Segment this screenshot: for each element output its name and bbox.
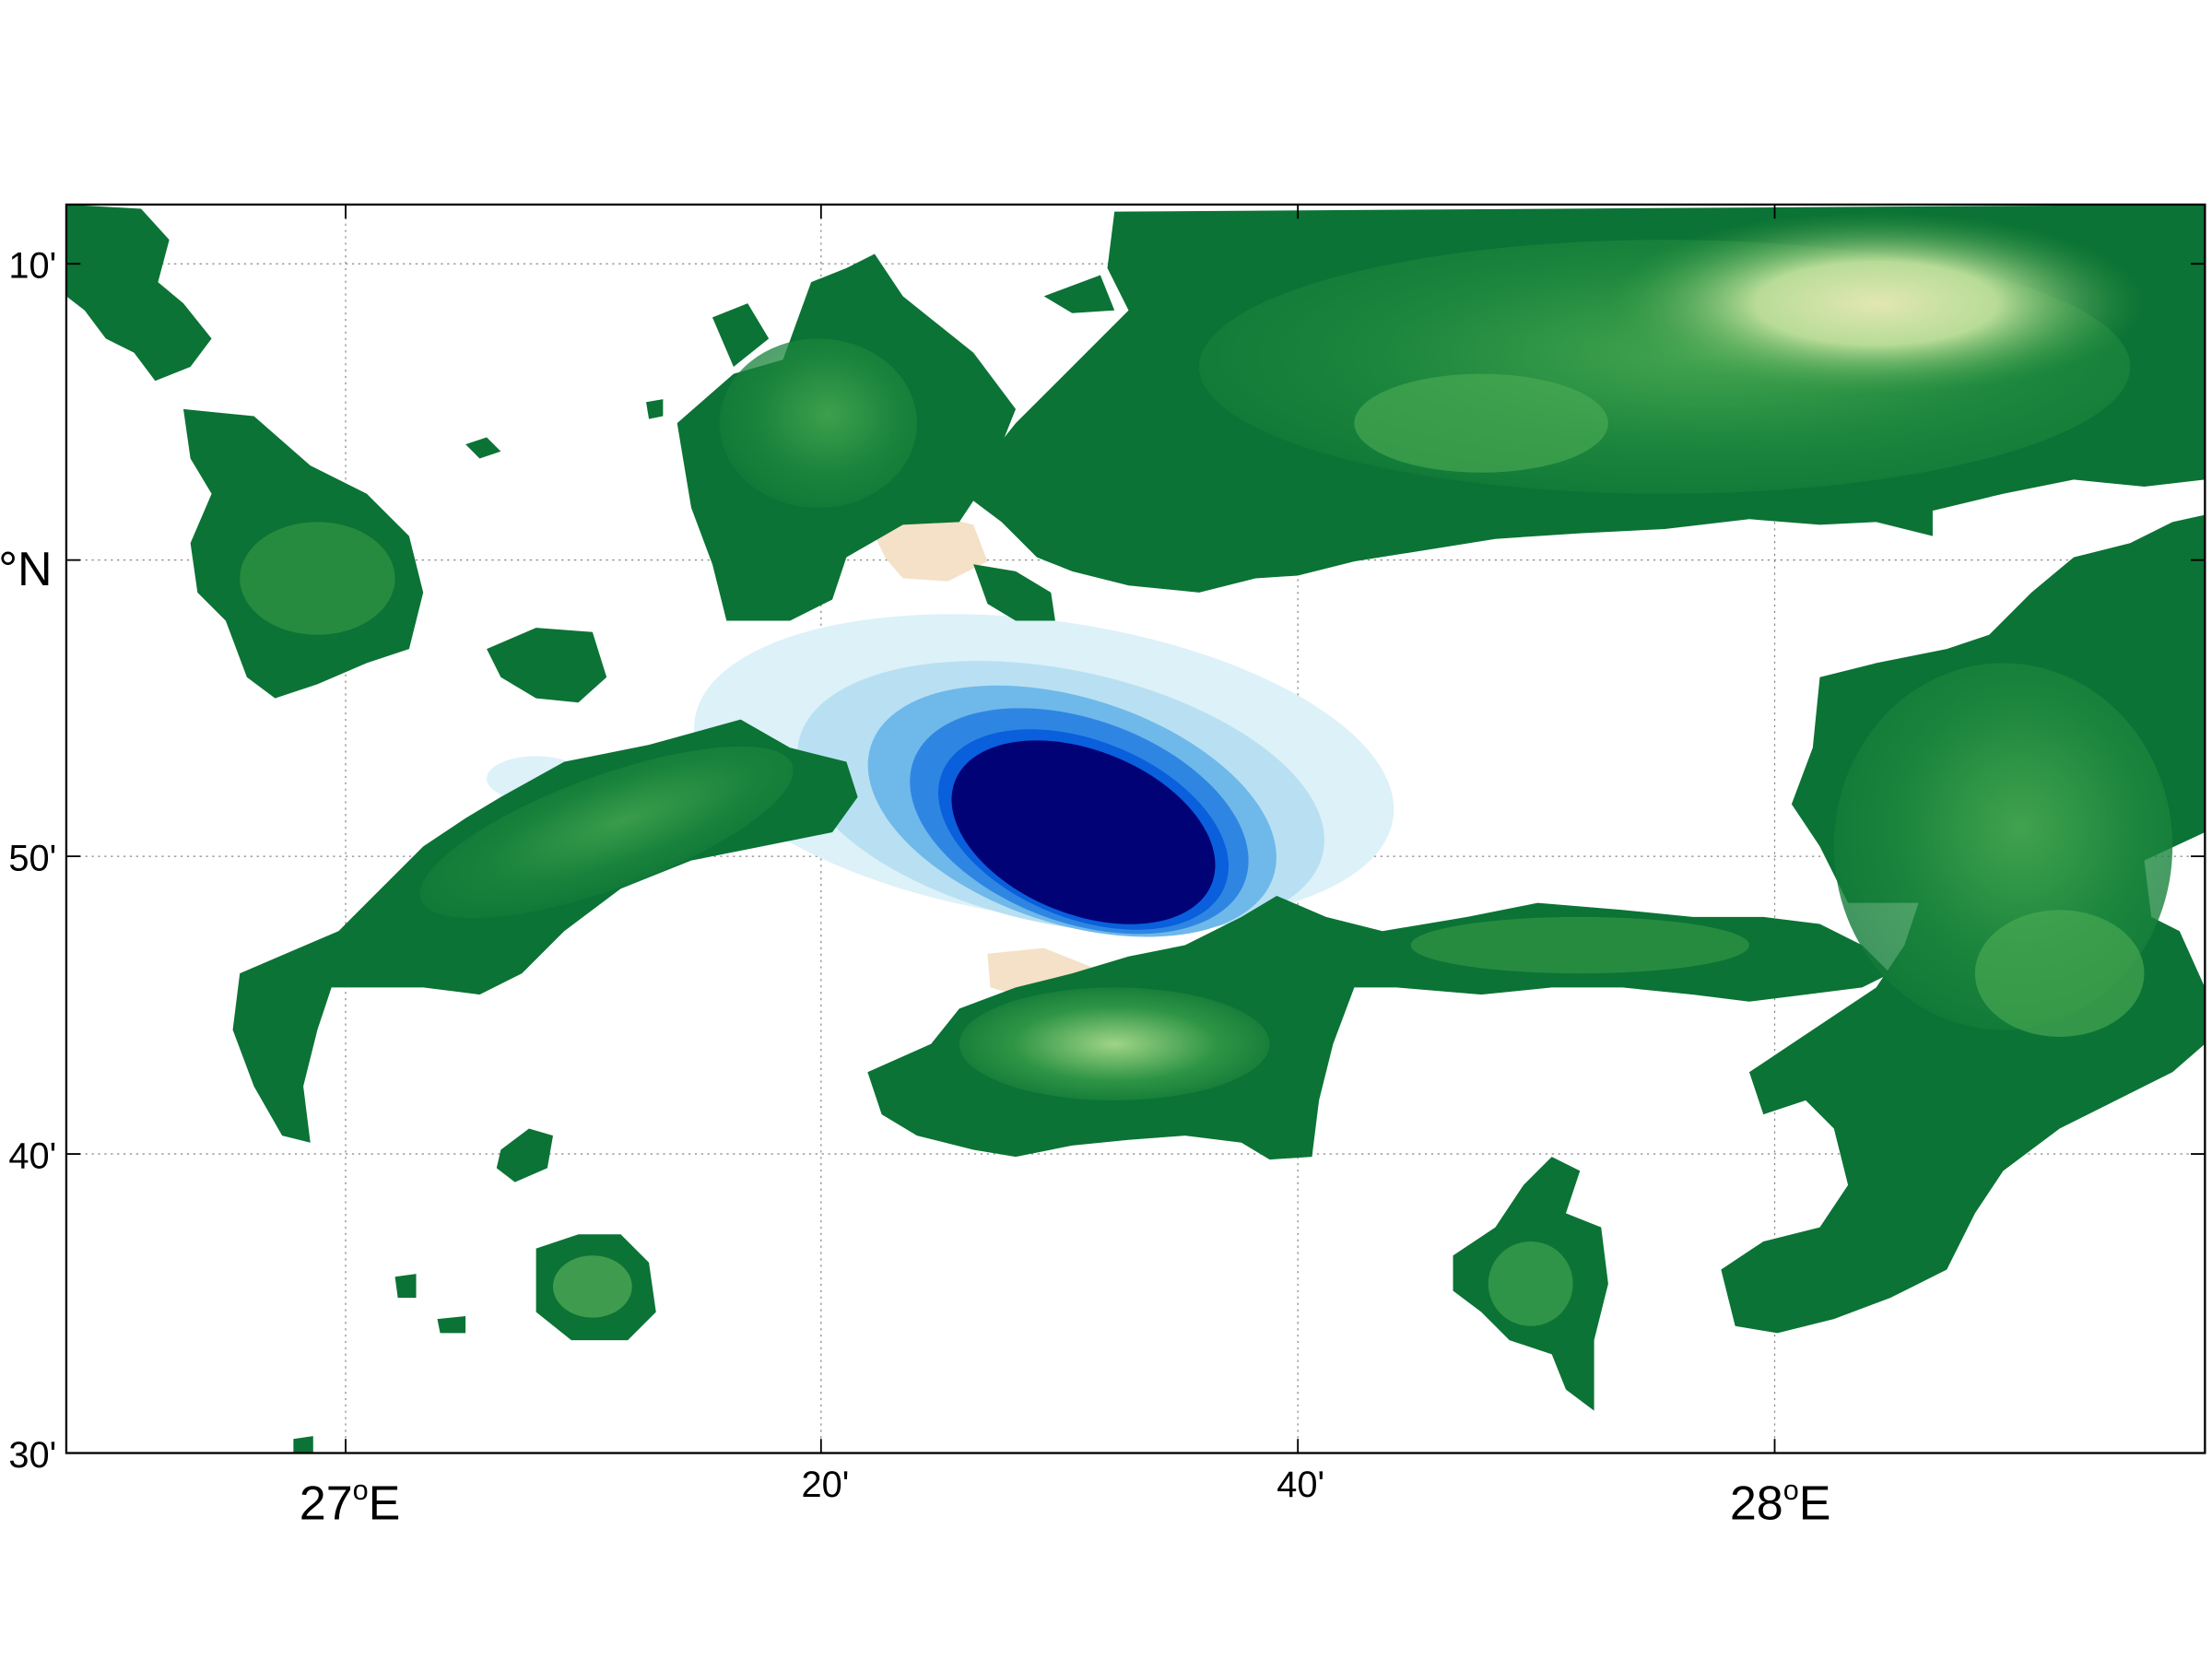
lon-label-40: 40': [1277, 1465, 1324, 1505]
lon-28-hemi: E: [1799, 1477, 1831, 1530]
lat-label-10: 10': [8, 246, 56, 287]
water-anomaly: [487, 614, 1394, 937]
land-north: [677, 204, 2206, 621]
map-frame: [65, 203, 2206, 1454]
lat-label-40: 40': [8, 1135, 56, 1176]
longitude-labels: 27oE 20' 40' 28oE: [300, 1465, 1831, 1530]
map-panel: [65, 204, 2206, 1453]
lon-28-deg: 28: [1730, 1477, 1783, 1530]
lon-27-hemi: E: [369, 1477, 401, 1530]
lat-label-30: 30': [8, 1435, 56, 1476]
land-northwest: [65, 204, 664, 703]
lat-label-50: 50': [8, 838, 56, 878]
lon-27-deg: 27: [300, 1477, 353, 1530]
lon-label-28e: 28oE: [1730, 1475, 1831, 1530]
lon-label-27e: 27oE: [300, 1475, 401, 1530]
tick-marks: [65, 204, 2206, 1453]
lon-28-degmark: o: [1783, 1475, 1799, 1506]
lat-label-deg-n: °N: [0, 543, 53, 596]
land-south-islands: [293, 1128, 1608, 1453]
land-central-west: [232, 719, 858, 1143]
land-south: [867, 895, 1891, 1160]
latitude-labels: 10' °N 50' 40' 30': [0, 246, 56, 1476]
land-east: [1721, 514, 2206, 1334]
lon-27-degmark: o: [353, 1475, 369, 1506]
lon-label-20: 20': [801, 1465, 849, 1505]
